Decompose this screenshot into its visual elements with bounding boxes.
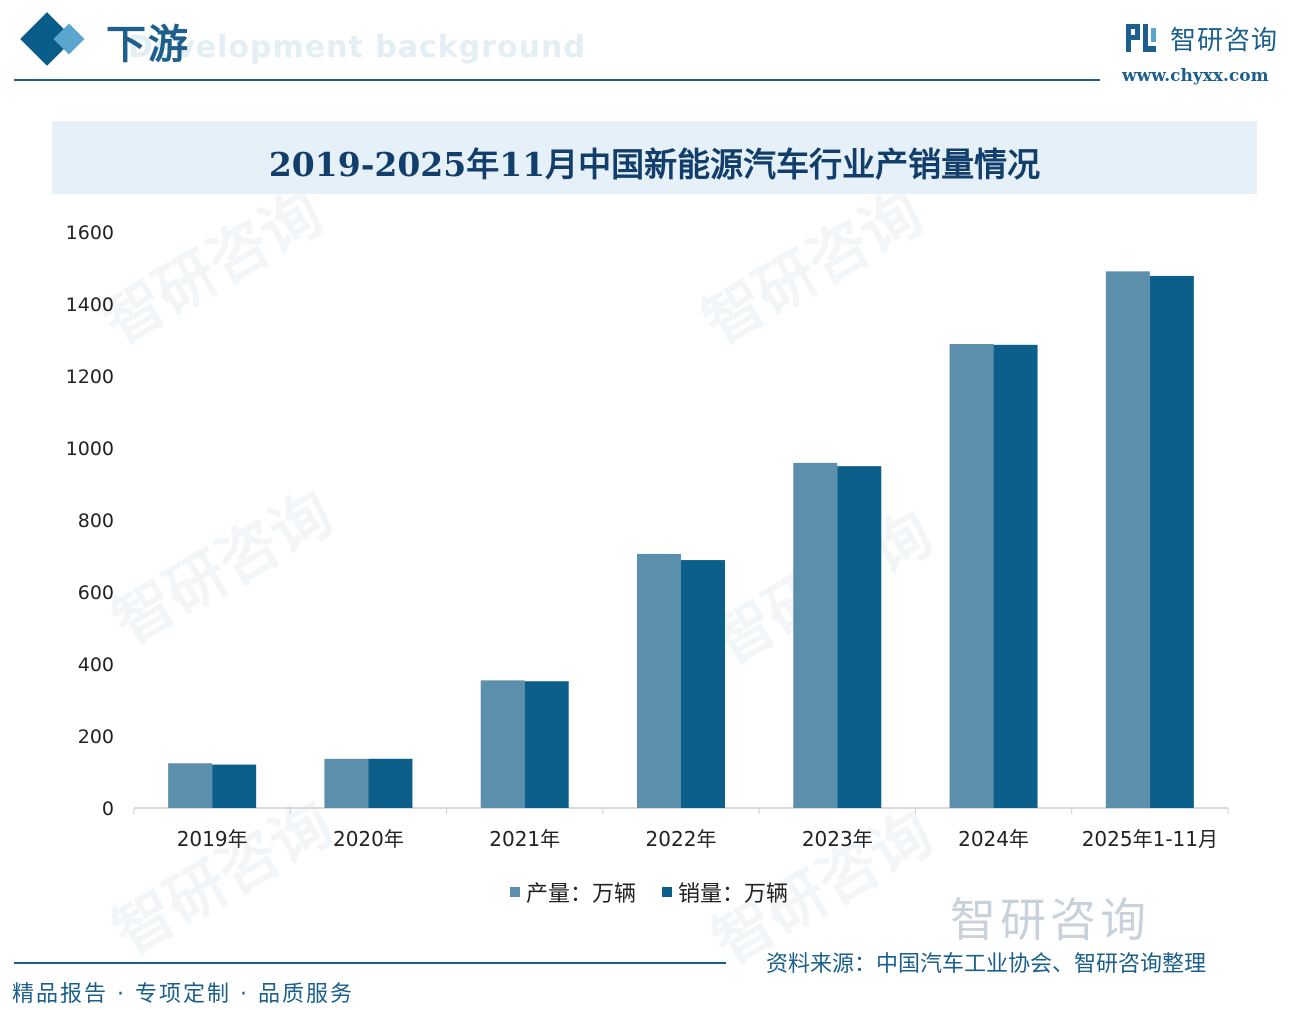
bar-sales bbox=[681, 560, 725, 808]
chart-title: 2019-2025年11月中国新能源汽车行业产销量情况 bbox=[268, 145, 1041, 184]
y-tick-label: 1400 bbox=[66, 294, 114, 316]
y-tick-label: 800 bbox=[78, 510, 114, 532]
x-tick-label: 2019年 bbox=[177, 827, 248, 851]
brand-name: 智研咨询 bbox=[1170, 26, 1279, 56]
x-tick-label: 2021年 bbox=[489, 827, 560, 851]
bar-production bbox=[637, 553, 681, 808]
x-tick-label: 2023年 bbox=[802, 827, 873, 851]
y-tick-label: 1600 bbox=[66, 222, 114, 244]
bar-sales bbox=[837, 466, 882, 808]
bar-sales bbox=[368, 758, 413, 808]
bar-production bbox=[324, 758, 369, 808]
y-tick-label: 0 bbox=[102, 798, 114, 820]
legend-item-production: 产量：万辆 bbox=[510, 876, 636, 908]
legend-swatch bbox=[662, 887, 673, 897]
x-tick-label: 2022年 bbox=[646, 827, 717, 851]
brand-logo-icon bbox=[1126, 24, 1156, 52]
legend-label: 产量：万辆 bbox=[526, 882, 637, 907]
y-tick-label: 200 bbox=[78, 726, 114, 748]
y-tick-label: 1200 bbox=[66, 366, 114, 388]
chart-legend: 产量：万辆 销量：万辆 bbox=[510, 876, 814, 908]
source-note: 资料来源：中国汽车工业协会、智研咨询整理 bbox=[766, 952, 1207, 977]
bar-chart: 0 200 400 600 800 1000 1200 1400 1600 2019年 2020年 2… bbox=[66, 222, 1229, 851]
bar-sales bbox=[993, 344, 1038, 808]
y-tick-label: 400 bbox=[78, 654, 114, 676]
legend-swatch bbox=[510, 887, 520, 897]
bar-sales bbox=[524, 681, 569, 808]
x-tick-label: 2020年 bbox=[333, 827, 404, 851]
x-tick-label: 2025年1-11月 bbox=[1082, 827, 1218, 851]
bar-production bbox=[1105, 271, 1150, 808]
x-tick-label: 2024年 bbox=[958, 827, 1029, 851]
y-tick-label: 1000 bbox=[66, 438, 114, 460]
footer-tagline: 精品报告 · 专项定制 · 品质服务 bbox=[12, 982, 354, 1007]
footer-brand-watermark: 智研咨询 bbox=[950, 893, 1150, 947]
header-divider bbox=[14, 79, 1100, 81]
y-tick-label: 600 bbox=[78, 582, 114, 604]
section-title: 下游 bbox=[106, 21, 190, 68]
bar-sales bbox=[1149, 275, 1194, 808]
legend-item-sales: 销量：万辆 bbox=[662, 876, 788, 908]
bar-sales bbox=[212, 764, 257, 808]
bar-production bbox=[480, 680, 525, 808]
bar-production bbox=[793, 462, 838, 808]
brand-url: www.chyxx.com bbox=[1122, 66, 1269, 86]
legend-label: 销量：万辆 bbox=[678, 882, 789, 907]
bar-production bbox=[949, 344, 994, 808]
section-subtitle: Development background bbox=[128, 30, 586, 65]
title-band bbox=[52, 121, 1257, 194]
bar-production bbox=[168, 763, 213, 808]
footer-divider bbox=[14, 962, 726, 964]
